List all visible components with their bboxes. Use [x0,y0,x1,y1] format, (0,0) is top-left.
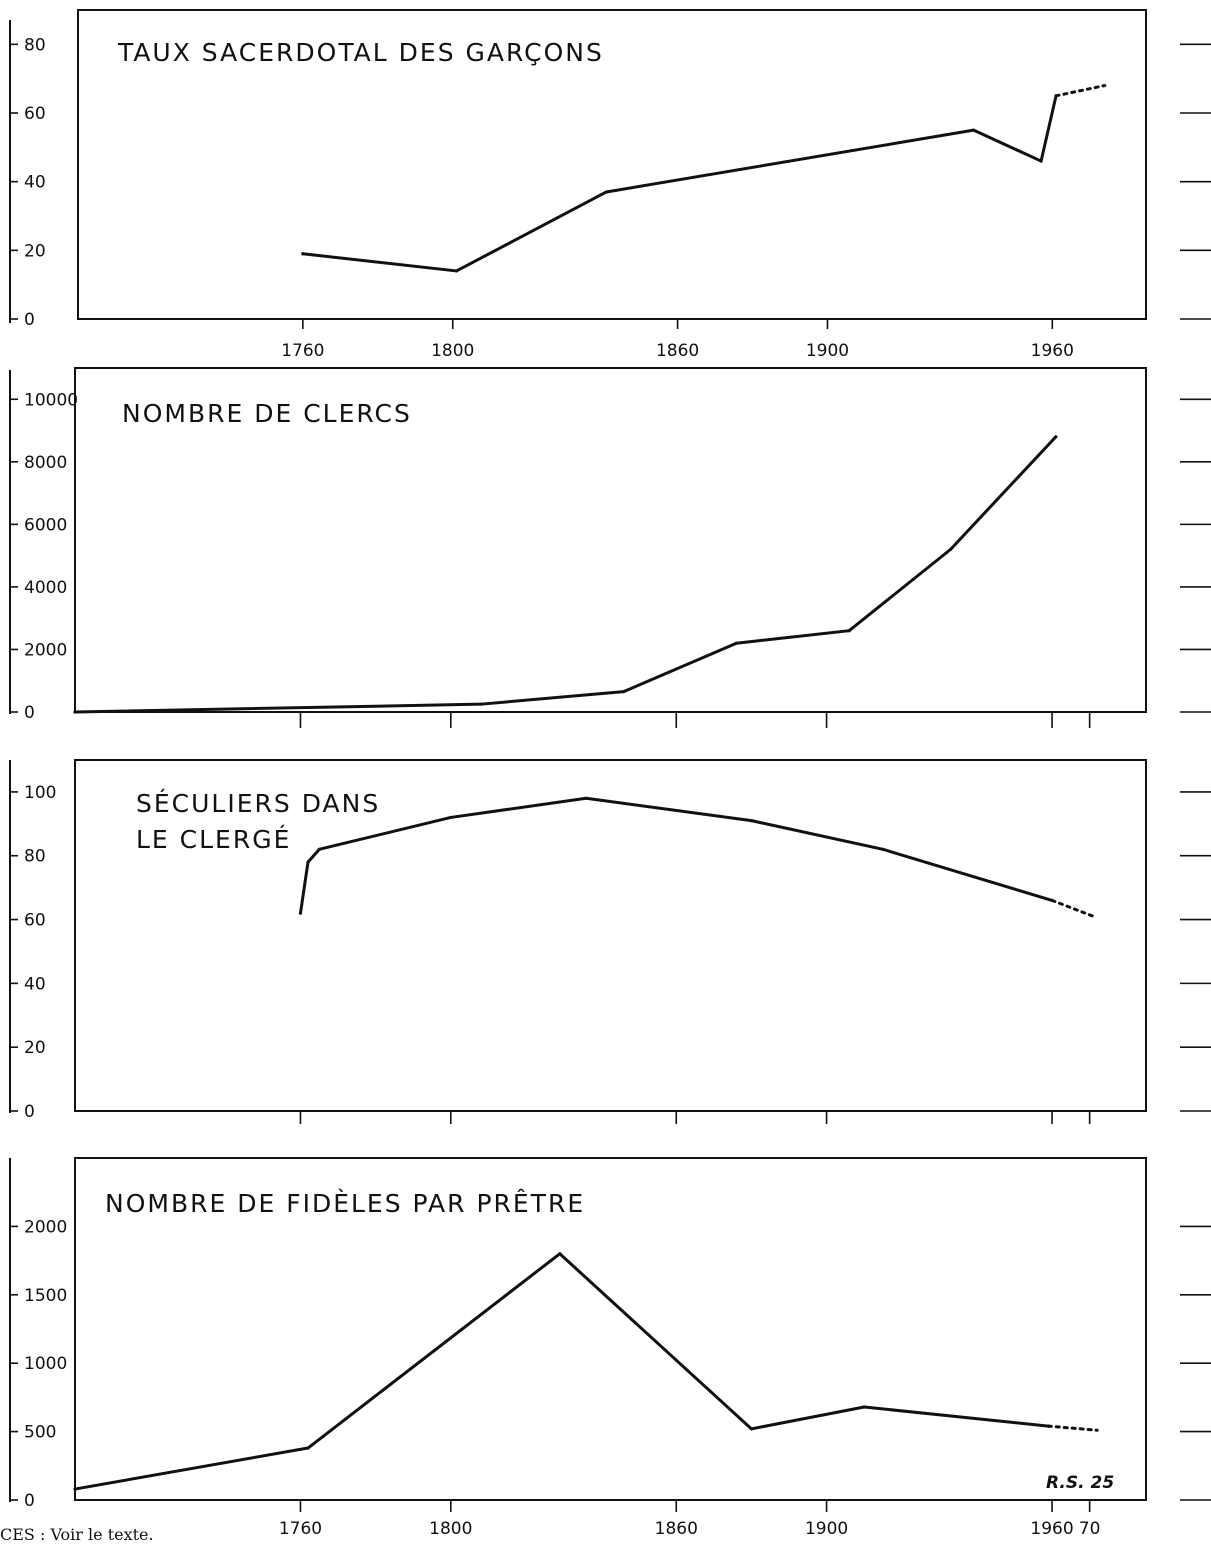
panel-taux-sacerdotal: TAUX SACERDOTAL DES GARÇONS 0 20 40 60 80 176… [10,9,1211,361]
plot-frame [74,367,1147,713]
x-tick-label: 1800 [431,341,474,361]
x-tick-label: 70 [1079,1519,1101,1539]
x-tick-label: 1760 [281,341,324,361]
y-tick-label: 80 [24,35,46,55]
data-point [734,641,738,645]
y-tick-label: 0 [24,1491,35,1511]
data-point [73,1487,77,1491]
data-point [558,1252,562,1256]
y-tick-label: 0 [24,310,35,330]
series-line [301,94,1058,273]
source-note: CES : Voir le texte. [0,1525,154,1544]
panel-title: TAUX SACERDOTAL DES GARÇONS [117,38,604,67]
x-tick-label: 1860 [656,341,699,361]
data-point [479,702,483,706]
plot-frame [74,759,1147,1112]
data-point [306,1446,310,1450]
data-point [881,847,885,851]
y-tick-label: 80 [24,847,46,867]
data-point [584,796,588,800]
y-tick-label: 500 [24,1423,56,1443]
data-point [298,911,303,915]
data-point [948,547,953,551]
signature-mark: R.S. 25 [1046,1473,1114,1493]
panel-title: NOMBRE DE CLERCS [122,399,412,428]
y-tick-label: 60 [24,911,46,931]
panel-nombre-de-clercs: NOMBRE DE CLERCS 0 2000 4000 6000 8000 10000 [10,367,1211,728]
series-line [73,1252,1050,1491]
y-tick-label: 40 [24,173,46,193]
y-tick-label: 2000 [24,1217,67,1237]
y-tick-label: 1000 [24,1354,67,1374]
data-point [749,1427,754,1431]
y-tick-label: 1500 [24,1286,67,1306]
projection-line [1054,84,1107,98]
series-line [73,435,1058,714]
y-tick-label: 20 [24,1038,46,1058]
data-point [317,847,321,851]
series-line [298,796,1054,915]
panel-title: NOMBRE DE FIDÈLES PAR PRÊTRE [105,1189,585,1218]
y-tick-label: 8000 [24,453,67,473]
y-tick-label: 0 [24,1102,35,1122]
projection-line [1046,1424,1099,1432]
plot-frame [77,9,1147,320]
x-tick-label: 1960 [1030,1519,1073,1539]
data-point [1039,159,1043,163]
y-tick-label: 60 [24,104,46,124]
panel-seculiers-dans-le-clerge: SÉCULIERS DANS LE CLERGÉ 0 20 40 60 80 100 [10,759,1211,1124]
data-point [454,269,459,273]
panel-title-line-2: LE CLERGÉ [136,825,291,854]
x-tick-label: 1960 [1031,341,1074,361]
x-tick-label: 1760 [279,1519,322,1539]
y-tick-label: 20 [24,241,46,261]
y-tick-label: 40 [24,974,46,994]
y-tick-label: 100 [24,783,56,803]
panel-title-line-1: SÉCULIERS DANS [136,789,380,818]
data-point [847,629,851,633]
data-point [862,1405,866,1409]
data-point [73,710,77,714]
x-tick-label: 1860 [655,1519,698,1539]
x-tick-label: 1800 [429,1519,472,1539]
data-point [622,690,626,694]
data-point [749,819,754,823]
data-point [306,860,310,864]
plot-frame [74,1157,1147,1501]
panel-fideles-par-pretre: NOMBRE DE FIDÈLES PAR PRÊTRE 0 500 1000 150… [10,1157,1211,1539]
y-tick-label: 2000 [24,640,67,660]
data-point [1054,435,1058,439]
data-point [449,815,453,820]
data-point [301,252,305,256]
x-tick-label: 1900 [806,341,849,361]
y-tick-label: 6000 [24,515,67,535]
y-tick-label: 10000 [24,390,78,410]
data-point [972,128,976,132]
data-point [604,190,608,194]
projection-line [1050,898,1095,918]
x-tick-label: 1900 [805,1519,848,1539]
y-tick-label: 4000 [24,578,67,598]
y-tick-label: 0 [24,703,35,723]
